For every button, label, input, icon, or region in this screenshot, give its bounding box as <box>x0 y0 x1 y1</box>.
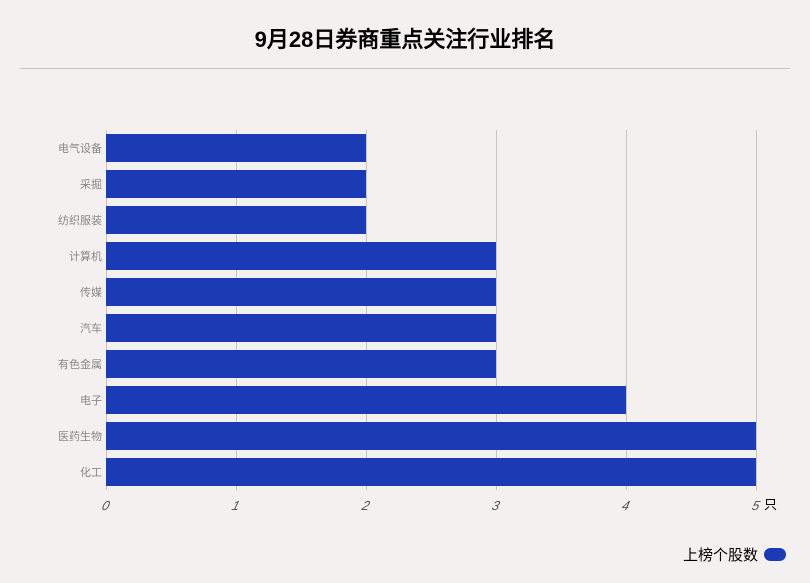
y-label: 汽车 <box>2 320 102 336</box>
bar <box>106 314 496 343</box>
x-tick: 0 <box>100 498 111 513</box>
title-divider <box>20 68 790 69</box>
chart-container: 9月28日券商重点关注行业排名 电气设备采掘纺织服装计算机传媒汽车有色金属电子医… <box>0 0 810 583</box>
bar-row <box>106 346 756 382</box>
grid-line <box>756 130 757 490</box>
bar <box>106 242 496 271</box>
bar <box>106 350 496 379</box>
bar-row <box>106 454 756 490</box>
bar <box>106 278 496 307</box>
y-label: 计算机 <box>2 248 102 264</box>
y-label: 电气设备 <box>2 140 102 156</box>
bar-row <box>106 382 756 418</box>
bar-row <box>106 166 756 202</box>
x-tick: 1 <box>230 498 241 513</box>
y-axis-labels: 电气设备采掘纺织服装计算机传媒汽车有色金属电子医药生物化工 <box>0 130 106 490</box>
x-axis-unit: 只 <box>764 494 777 513</box>
bar-row <box>106 130 756 166</box>
y-label: 医药生物 <box>2 428 102 444</box>
x-tick: 3 <box>490 498 501 513</box>
bar <box>106 170 366 199</box>
bar <box>106 206 366 235</box>
bar-row <box>106 310 756 346</box>
x-tick: 5 <box>750 498 761 513</box>
legend: 上榜个股数 <box>683 544 786 565</box>
bar <box>106 422 756 451</box>
bar <box>106 458 756 487</box>
bar-row <box>106 202 756 238</box>
y-label: 纺织服装 <box>2 212 102 228</box>
x-tick: 4 <box>620 498 631 513</box>
bar-row <box>106 238 756 274</box>
y-label: 采掘 <box>2 176 102 192</box>
bar-row <box>106 274 756 310</box>
y-label: 传媒 <box>2 284 102 300</box>
bar <box>106 134 366 163</box>
bar <box>106 386 626 415</box>
legend-label: 上榜个股数 <box>683 544 758 565</box>
y-label: 化工 <box>2 464 102 480</box>
y-label: 有色金属 <box>2 356 102 372</box>
x-tick: 2 <box>360 498 371 513</box>
y-label: 电子 <box>2 392 102 408</box>
chart-title: 9月28日券商重点关注行业排名 <box>0 0 810 68</box>
plot-area <box>106 130 756 490</box>
bar-row <box>106 418 756 454</box>
legend-swatch <box>764 548 786 561</box>
